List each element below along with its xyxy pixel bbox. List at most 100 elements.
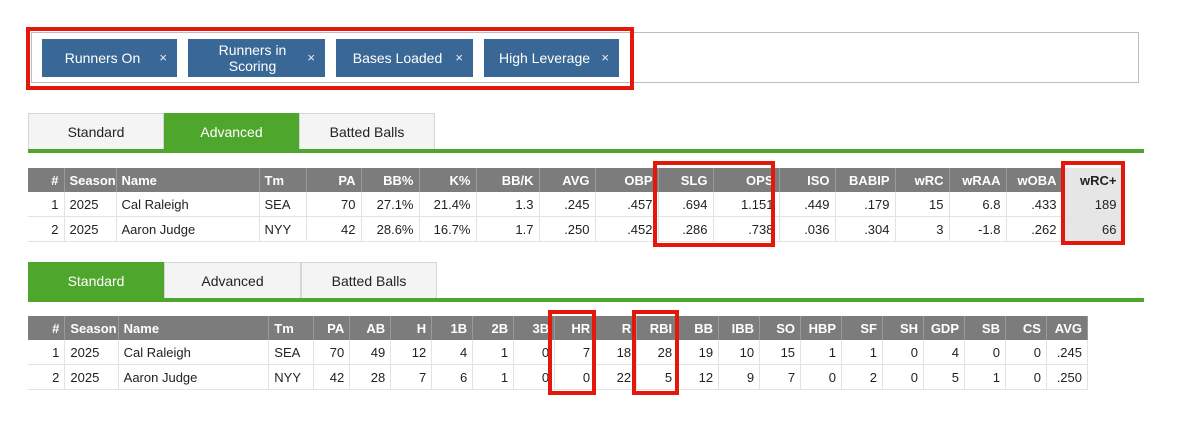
player-name-link[interactable]: Aaron Judge xyxy=(116,216,260,242)
close-icon[interactable]: × xyxy=(455,49,463,65)
cell-season: 2025 xyxy=(64,340,119,365)
cell-wraa: 6.8 xyxy=(949,192,1007,217)
col-slg[interactable]: SLG xyxy=(658,168,714,192)
cell-bb: 12 xyxy=(677,364,720,390)
team-link[interactable]: NYY xyxy=(268,364,315,390)
col-ibb[interactable]: IBB xyxy=(718,316,761,340)
table-header-row: # Season Name Tm PA BB% K% BB/K AVG OBP … xyxy=(28,168,1123,192)
team-link[interactable]: SEA xyxy=(259,192,307,217)
player-name-link[interactable]: Aaron Judge xyxy=(118,364,270,390)
col-name[interactable]: Name xyxy=(118,316,270,340)
cell-ibb: 10 xyxy=(718,340,761,365)
col-sb[interactable]: SB xyxy=(964,316,1006,340)
col-wrc-plus[interactable]: wRC+ xyxy=(1062,168,1123,192)
col-r[interactable]: R xyxy=(595,316,638,340)
col-cs[interactable]: CS xyxy=(1005,316,1047,340)
col-gdp[interactable]: GDP xyxy=(923,316,965,340)
col-woba[interactable]: wOBA xyxy=(1006,168,1063,192)
filter-chip-runners-in-scoring[interactable]: Runners in Scoring × xyxy=(188,39,325,77)
col-ab[interactable]: AB xyxy=(349,316,392,340)
col-babip[interactable]: BABIP xyxy=(835,168,896,192)
standard-section-tabs: Standard Advanced Batted Balls xyxy=(28,262,437,298)
team-link[interactable]: NYY xyxy=(259,216,307,242)
cell-ab: 49 xyxy=(349,340,392,365)
cell-obp: .452 xyxy=(595,216,659,242)
col-bb[interactable]: BB xyxy=(677,316,720,340)
filter-chip-label: Runners On xyxy=(64,50,141,66)
col-3b[interactable]: 3B xyxy=(513,316,556,340)
col-rank[interactable]: # xyxy=(28,316,66,340)
col-obp[interactable]: OBP xyxy=(595,168,659,192)
cell-1b: 6 xyxy=(431,364,474,390)
close-icon[interactable]: × xyxy=(601,49,609,65)
filter-chip-runners-on[interactable]: Runners On × xyxy=(42,39,177,77)
filter-chip-bases-loaded[interactable]: Bases Loaded × xyxy=(336,39,473,77)
col-avg[interactable]: AVG xyxy=(1046,316,1089,340)
cell-ibb: 9 xyxy=(718,364,761,390)
player-name-link[interactable]: Cal Raleigh xyxy=(116,192,260,217)
cell-season: 2025 xyxy=(64,216,117,242)
col-team[interactable]: Tm xyxy=(259,168,307,192)
cell-avg: .250 xyxy=(539,216,596,242)
col-name[interactable]: Name xyxy=(116,168,260,192)
tab-batted-balls[interactable]: Batted Balls xyxy=(301,262,437,298)
tab-advanced[interactable]: Advanced xyxy=(164,113,299,149)
player-name-link[interactable]: Cal Raleigh xyxy=(118,340,270,365)
col-wrc[interactable]: wRC xyxy=(895,168,950,192)
cell-avg: .250 xyxy=(1046,364,1089,390)
col-hbp[interactable]: HBP xyxy=(800,316,843,340)
cell-woba: .433 xyxy=(1006,192,1063,217)
close-icon[interactable]: × xyxy=(159,49,167,65)
cell-sf: 2 xyxy=(841,364,884,390)
cell-2b: 1 xyxy=(472,340,515,365)
tab-batted-balls[interactable]: Batted Balls xyxy=(299,113,435,149)
cell-r: 18 xyxy=(595,340,638,365)
cell-wrc: 3 xyxy=(895,216,950,242)
cell-ops: .738 xyxy=(713,216,780,242)
cell-bb-pct: 27.1% xyxy=(361,192,420,217)
col-wraa[interactable]: wRAA xyxy=(949,168,1007,192)
cell-bb: 19 xyxy=(677,340,720,365)
close-icon[interactable]: × xyxy=(307,49,315,65)
cell-slg: .286 xyxy=(658,216,714,242)
col-k-pct[interactable]: K% xyxy=(419,168,477,192)
cell-sb: 0 xyxy=(964,340,1006,365)
cell-hbp: 1 xyxy=(800,340,843,365)
col-pa[interactable]: PA xyxy=(306,168,362,192)
col-pa[interactable]: PA xyxy=(313,316,351,340)
advanced-stats-table: # Season Name Tm PA BB% K% BB/K AVG OBP … xyxy=(28,168,1123,242)
cell-sf: 1 xyxy=(841,340,884,365)
col-sf[interactable]: SF xyxy=(841,316,884,340)
col-rank[interactable]: # xyxy=(28,168,65,192)
col-1b[interactable]: 1B xyxy=(431,316,474,340)
cell-rbi: 28 xyxy=(636,340,679,365)
tab-standard[interactable]: Standard xyxy=(28,262,164,298)
col-season[interactable]: Season xyxy=(64,316,119,340)
col-2b[interactable]: 2B xyxy=(472,316,515,340)
team-link[interactable]: SEA xyxy=(268,340,315,365)
cell-rbi: 5 xyxy=(636,364,679,390)
table-row: 1 2025 Cal Raleigh SEA 70 27.1% 21.4% 1.… xyxy=(28,192,1123,217)
col-iso[interactable]: ISO xyxy=(779,168,836,192)
col-h[interactable]: H xyxy=(390,316,433,340)
col-bb-pct[interactable]: BB% xyxy=(361,168,420,192)
col-so[interactable]: SO xyxy=(759,316,802,340)
col-sh[interactable]: SH xyxy=(882,316,924,340)
col-season[interactable]: Season xyxy=(64,168,117,192)
col-team[interactable]: Tm xyxy=(268,316,315,340)
col-hr[interactable]: HR xyxy=(554,316,597,340)
filter-chip-high-leverage[interactable]: High Leverage × xyxy=(484,39,619,77)
cell-wraa: -1.8 xyxy=(949,216,1007,242)
cell-iso: .036 xyxy=(779,216,836,242)
cell-3b: 0 xyxy=(513,340,556,365)
tab-advanced[interactable]: Advanced xyxy=(164,262,301,298)
col-bb-k[interactable]: BB/K xyxy=(476,168,540,192)
col-ops[interactable]: OPS xyxy=(713,168,780,192)
cell-avg: .245 xyxy=(1046,340,1089,365)
cell-bb-pct: 28.6% xyxy=(361,216,420,242)
cell-pa: 42 xyxy=(313,364,351,390)
col-avg[interactable]: AVG xyxy=(539,168,596,192)
standard-stats-table: # Season Name Tm PA AB H 1B 2B 3B HR R R… xyxy=(28,316,1089,390)
col-rbi[interactable]: RBI xyxy=(636,316,679,340)
tab-standard[interactable]: Standard xyxy=(28,113,164,149)
